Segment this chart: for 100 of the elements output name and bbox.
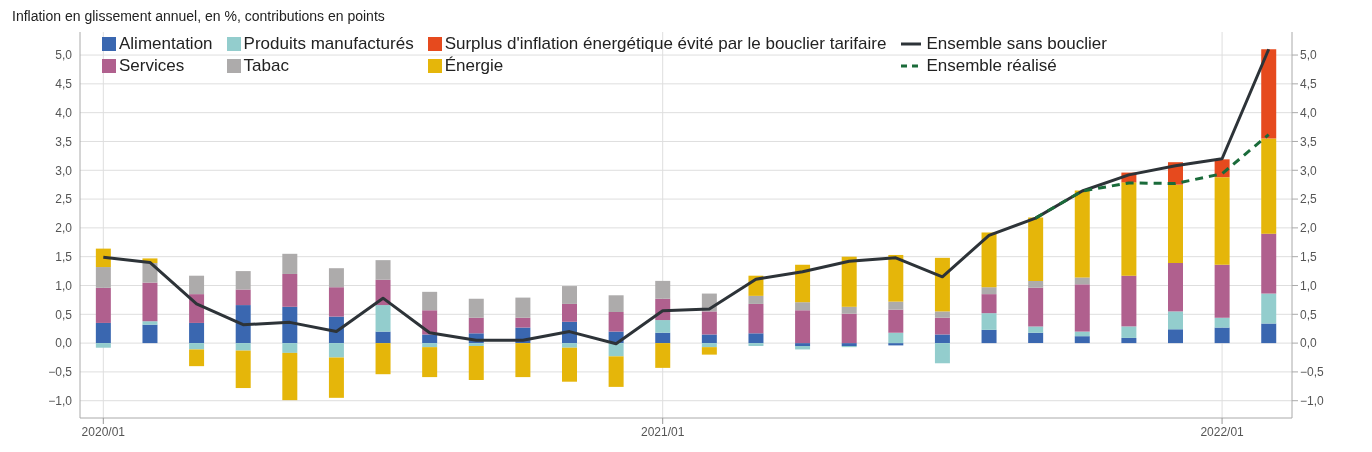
bar — [515, 297, 531, 318]
bar — [1261, 293, 1277, 324]
bar — [981, 313, 997, 330]
bar — [608, 356, 624, 387]
x-tick-label: 2020/01 — [81, 425, 126, 439]
bar — [235, 271, 251, 290]
bar — [795, 343, 811, 346]
bar — [562, 343, 577, 348]
bar — [562, 347, 577, 382]
bar — [1214, 327, 1230, 344]
bar — [468, 298, 484, 318]
bar — [468, 343, 484, 346]
line-series — [1034, 133, 1271, 220]
y-tick-label: 3,5 — [55, 134, 73, 149]
y-tick-label: 4,5 — [55, 77, 73, 92]
bar — [934, 317, 950, 335]
bar — [375, 331, 391, 344]
bar — [468, 317, 484, 334]
bar — [189, 275, 205, 295]
y2-tick-label: 5,0 — [1300, 48, 1318, 63]
bar — [142, 321, 158, 325]
bar — [328, 357, 344, 398]
bar — [1028, 280, 1044, 288]
bar — [515, 343, 531, 378]
bar — [608, 295, 624, 312]
bar — [95, 343, 111, 348]
bar — [888, 309, 904, 333]
bar — [655, 320, 671, 333]
bar — [282, 253, 298, 274]
bar — [328, 343, 344, 358]
bar — [282, 343, 298, 353]
y2-tick-label: 0,0 — [1300, 336, 1318, 351]
bar — [562, 303, 577, 322]
bar — [888, 254, 904, 302]
legend-label: Produits manufacturés — [243, 34, 414, 54]
bar — [422, 343, 438, 348]
bar — [375, 260, 391, 280]
y2-tick-label: 2,0 — [1300, 221, 1318, 236]
y2-tick-label: 0,5 — [1300, 307, 1318, 322]
bar — [888, 332, 904, 344]
x-tick-label: 2022/01 — [1200, 425, 1245, 439]
bar — [1074, 284, 1090, 332]
bar — [1028, 287, 1044, 327]
bar — [235, 343, 251, 351]
y-tick-label: −1,0 — [48, 393, 73, 408]
bar — [1121, 337, 1137, 344]
bar — [95, 287, 111, 323]
bar — [608, 343, 624, 357]
bar — [934, 343, 950, 364]
y-tick-label: 5,0 — [55, 48, 73, 63]
bar — [748, 295, 764, 304]
bar — [795, 302, 811, 311]
bar — [142, 324, 158, 344]
y2-tick-label: 3,0 — [1300, 163, 1318, 178]
bar — [841, 256, 857, 307]
bar — [189, 349, 205, 367]
bar — [235, 305, 251, 344]
bar — [748, 303, 764, 334]
bar — [934, 334, 950, 344]
bar — [235, 350, 251, 389]
bar — [655, 332, 671, 344]
bar — [841, 306, 857, 314]
y2-tick-label: 1,5 — [1300, 249, 1318, 264]
bar — [1261, 323, 1277, 344]
bar — [282, 273, 298, 307]
y-tick-label: 2,0 — [55, 221, 73, 236]
bar — [701, 334, 717, 344]
bar — [1074, 277, 1090, 285]
bar — [1074, 336, 1090, 344]
bar — [422, 334, 438, 344]
bar — [1028, 326, 1044, 333]
bar — [1121, 275, 1137, 327]
x-tick-label: 2021/01 — [641, 425, 685, 439]
bar — [701, 343, 717, 348]
bar — [562, 286, 577, 304]
legend-label: Services — [119, 56, 185, 76]
bar — [142, 263, 158, 283]
bar — [1214, 264, 1230, 318]
bar — [1121, 326, 1137, 338]
bar — [468, 345, 484, 380]
bar — [981, 329, 997, 344]
bar — [1168, 311, 1183, 330]
bar — [375, 343, 391, 375]
y-tick-label: −0,5 — [48, 365, 73, 380]
bar — [235, 289, 251, 306]
bar — [422, 291, 438, 311]
y2-tick-label: 3,5 — [1300, 134, 1318, 149]
y2-tick-label: 4,0 — [1300, 105, 1318, 120]
bar — [1074, 190, 1090, 278]
bar — [515, 317, 531, 328]
bar — [282, 352, 298, 401]
bar — [655, 280, 671, 299]
bar — [1028, 217, 1044, 281]
bar — [189, 343, 205, 350]
legend-label: Alimentation — [119, 34, 213, 54]
bar — [1261, 233, 1277, 294]
bar — [1214, 317, 1230, 328]
bar — [1214, 177, 1230, 265]
y-tick-label: 1,0 — [55, 278, 73, 293]
legend-label: Tabac — [243, 56, 289, 76]
